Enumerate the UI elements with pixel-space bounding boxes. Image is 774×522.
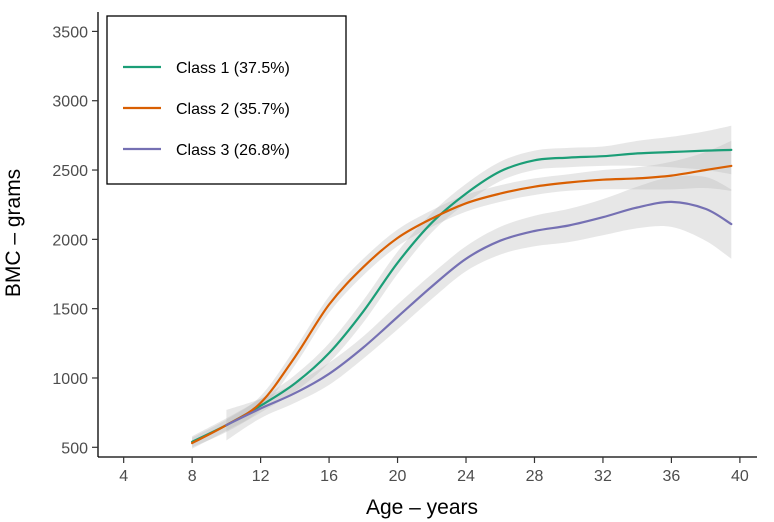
legend-box bbox=[106, 15, 347, 185]
legend-label-class-2: Class 2 (35.7%) bbox=[176, 101, 290, 118]
x-tick-label: 36 bbox=[663, 468, 681, 485]
x-tick-label: 20 bbox=[389, 468, 407, 485]
tick-labels: 4 8 12 16 20 24 28 32 36 40 500 1000 1500 2000 2500 300… bbox=[52, 24, 748, 485]
x-tick-label: 8 bbox=[188, 468, 197, 485]
legend-label-class-1: Class 1 (37.5%) bbox=[176, 60, 290, 77]
x-tick-label: 32 bbox=[594, 468, 612, 485]
x-tick-label: 12 bbox=[252, 468, 270, 485]
axes bbox=[92, 12, 757, 463]
y-tick-label: 1500 bbox=[52, 302, 88, 319]
x-tick-label: 4 bbox=[119, 468, 128, 485]
series-line-class-2 bbox=[191, 164, 733, 445]
x-tick-label: 28 bbox=[526, 468, 544, 485]
legend: Class 1 (37.5%) Class 2 (35.7%) Class 3 (2… bbox=[106, 15, 347, 185]
y-tick-label: 500 bbox=[61, 440, 88, 457]
x-tick-label: 16 bbox=[320, 468, 338, 485]
y-tick-label: 1000 bbox=[52, 371, 88, 388]
x-tick-label: 24 bbox=[457, 468, 475, 485]
series-line-class-3 bbox=[225, 200, 733, 427]
legend-label-class-3: Class 3 (26.8%) bbox=[176, 142, 290, 159]
y-tick-label: 3500 bbox=[52, 24, 88, 41]
y-tick-label: 2000 bbox=[52, 232, 88, 249]
x-axis-title: Age – years bbox=[366, 496, 478, 519]
y-axis-title: BMC – grams bbox=[2, 169, 25, 297]
series-line-class-1 bbox=[191, 148, 733, 443]
x-tick-label: 40 bbox=[731, 468, 749, 485]
y-tick-label: 2500 bbox=[52, 163, 88, 180]
series-lines bbox=[191, 148, 733, 445]
confidence-band-class-3 bbox=[226, 175, 732, 441]
y-tick-label: 3000 bbox=[52, 94, 88, 111]
confidence-band-class-2 bbox=[192, 140, 732, 449]
